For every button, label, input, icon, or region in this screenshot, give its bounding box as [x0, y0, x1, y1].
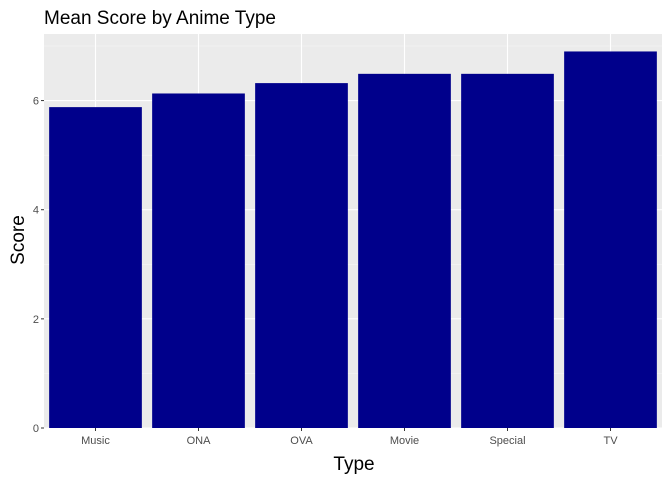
y-tick-label: 0 [33, 423, 39, 435]
y-axis: 0 2 4 6 [33, 96, 44, 435]
bar-ova [255, 83, 348, 428]
x-axis: Music ONA OVA Movie Special TV [81, 428, 618, 447]
y-axis-title: Score [8, 215, 29, 265]
y-tick-label: 6 [33, 96, 39, 108]
x-tick-label: OVA [290, 435, 313, 447]
bar-special [461, 73, 554, 429]
x-tick-label: Music [81, 435, 110, 447]
bar-movie [358, 73, 451, 429]
chart-title: Mean Score by Anime Type [44, 8, 276, 29]
x-tick-label: TV [603, 435, 618, 447]
x-tick-label: Movie [390, 435, 419, 447]
y-tick-label: 4 [33, 205, 39, 217]
bar-ona [152, 93, 245, 428]
y-tick-label: 2 [33, 314, 39, 326]
x-axis-title: Type [333, 454, 374, 475]
plot-panel [44, 34, 662, 428]
x-tick-label: Special [489, 435, 525, 447]
bar-tv [564, 51, 657, 428]
bar-music [49, 107, 142, 428]
bars [49, 51, 657, 429]
x-tick-label: ONA [187, 435, 212, 447]
